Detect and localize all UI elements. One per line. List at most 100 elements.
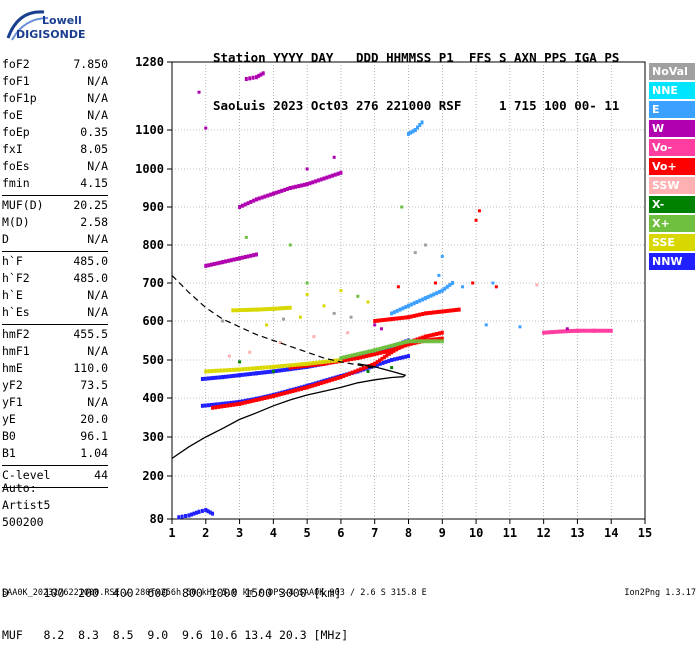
- echo-point: [398, 345, 402, 350]
- echo-point: [218, 375, 222, 380]
- echo-point: [212, 375, 216, 380]
- echo-point: [231, 308, 235, 313]
- echo-point: [269, 369, 273, 374]
- echo-point: [218, 402, 222, 407]
- scatter-echo-point: [271, 369, 275, 373]
- logo-text-lowell: Lowell: [42, 14, 82, 27]
- param-value: N/A: [87, 305, 108, 319]
- echo-point: [407, 131, 410, 136]
- header-values: SaoLuis 2023 Oct03 276 221000 RSF 1 715 …: [213, 98, 620, 113]
- echo-point: [254, 307, 258, 312]
- echo-point: [392, 310, 396, 315]
- echo-point: [232, 402, 236, 407]
- echo-point: [364, 365, 368, 370]
- echo-point: [266, 193, 270, 198]
- param-row: h`E N/A: [2, 288, 108, 305]
- echo-point: [426, 294, 430, 299]
- echo-point: [598, 328, 602, 333]
- echo-point: [376, 351, 380, 356]
- param-row: B1 1.04: [2, 446, 108, 463]
- auto-label: Auto:: [2, 481, 37, 495]
- echo-point: [378, 318, 382, 323]
- echo-point: [336, 375, 340, 380]
- echo-point: [350, 357, 354, 362]
- echo-point: [592, 328, 596, 333]
- echo-point: [376, 318, 380, 323]
- echo-point: [297, 184, 301, 189]
- echo-point: [283, 391, 287, 396]
- echo-point: [274, 369, 278, 374]
- echo-point: [325, 379, 329, 384]
- param-name: fmin: [2, 176, 30, 190]
- param-name: foE: [2, 108, 23, 122]
- param-value: 485.0: [73, 254, 108, 268]
- echo-point: [411, 129, 415, 134]
- echo-point: [243, 400, 247, 405]
- y-tick-label: 1280: [135, 55, 164, 69]
- param-row: M(D) 2.58: [2, 215, 108, 232]
- echo-point: [238, 401, 242, 406]
- echo-point: [308, 181, 312, 186]
- echo-point: [336, 358, 340, 363]
- param-value: 7.850: [73, 57, 108, 71]
- echo-point: [321, 360, 324, 365]
- echo-point: [271, 394, 275, 399]
- echo-point: [370, 362, 374, 367]
- echo-point: [390, 348, 394, 353]
- echo-point: [280, 391, 284, 396]
- echo-point: [387, 358, 391, 363]
- echo-point: [203, 403, 207, 408]
- echo-point: [209, 402, 213, 407]
- echo-point: [398, 307, 402, 312]
- echo-point: [435, 310, 439, 315]
- echo-point: [407, 339, 410, 344]
- echo-point: [404, 354, 408, 359]
- echo-point: [206, 376, 210, 381]
- echo-trace: [204, 358, 343, 374]
- echo-trace: [231, 305, 292, 313]
- param-name: foEp: [2, 125, 30, 139]
- echo-point: [344, 358, 348, 363]
- echo-point: [250, 366, 254, 371]
- echo-point: [443, 286, 447, 291]
- echo-point: [249, 199, 253, 204]
- echo-point: [235, 373, 239, 378]
- echo-point: [606, 328, 610, 333]
- echo-point: [421, 312, 425, 317]
- echo-point: [390, 358, 394, 362]
- echo-point: [319, 381, 323, 386]
- echo-point: [269, 394, 273, 399]
- echo-point: [419, 339, 423, 344]
- echo-point: [232, 400, 236, 405]
- echo-point: [567, 329, 571, 334]
- echo-point: [407, 354, 410, 359]
- legend-item: E: [649, 101, 695, 118]
- param-row: hmE 110.0: [2, 361, 108, 378]
- echo-point: [342, 373, 346, 378]
- param-name: foF2: [2, 57, 30, 71]
- echo-point: [257, 370, 261, 375]
- param-value: N/A: [87, 288, 108, 302]
- echo-point: [221, 375, 225, 380]
- echo-point: [437, 336, 441, 341]
- param-row: hmF1 N/A: [2, 344, 108, 361]
- echo-point: [359, 351, 363, 356]
- echo-point: [263, 370, 267, 375]
- echo-point: [268, 365, 272, 370]
- scatter-echo-point: [278, 340, 282, 344]
- scatter-echo-point: [484, 323, 488, 327]
- param-row: h`Es N/A: [2, 305, 108, 322]
- scatter-echo-point: [471, 281, 475, 285]
- echo-point: [269, 306, 273, 311]
- param-name: C-level: [2, 468, 51, 482]
- echo-point: [200, 377, 204, 381]
- echo-point: [367, 349, 371, 354]
- echo-point: [342, 355, 346, 360]
- echo-point: [353, 352, 357, 357]
- echo-point: [418, 298, 422, 303]
- echo-point: [271, 306, 275, 311]
- echo-point: [241, 367, 245, 372]
- echo-point: [390, 311, 394, 316]
- echo-point: [339, 375, 343, 380]
- param-value: 4.15: [80, 176, 108, 190]
